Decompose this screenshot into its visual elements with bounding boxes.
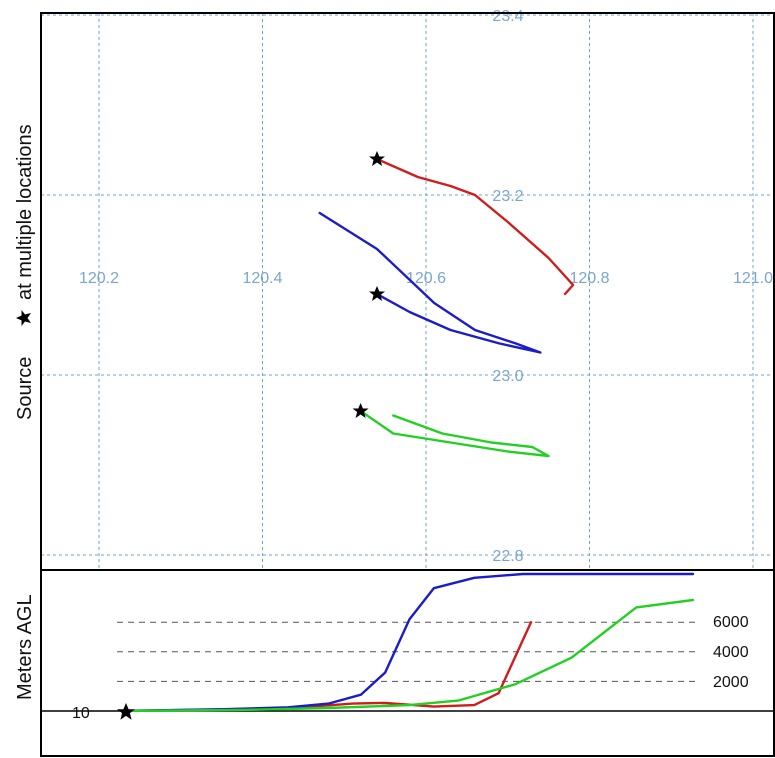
- height-base-label: 10: [72, 705, 90, 722]
- lat-tick-label: 23.2: [492, 188, 523, 205]
- lat-tick-label: 22.8: [492, 548, 523, 565]
- trajectory-line-0: [375, 157, 575, 296]
- source-label-text: Source: [14, 357, 36, 420]
- map-frame: [40, 12, 775, 571]
- height-level-label-2000: 2000: [713, 674, 749, 691]
- map-trajectories: [318, 151, 575, 458]
- height-panel: 10 6000 4000 2000 Meters AGL: [14, 569, 775, 757]
- height-level-label-4000: 4000: [713, 644, 749, 661]
- height-trajectory-line-2: [124, 598, 695, 713]
- height-frame: [40, 569, 775, 757]
- source-star-icon: [352, 403, 369, 418]
- height-ylabel: Meters AGL: [14, 594, 36, 700]
- source-star-icon: [369, 151, 385, 166]
- lon-tick-label: 120.6: [406, 270, 446, 287]
- map-grid: [41, 13, 774, 570]
- height-source-star-icon: [117, 703, 135, 720]
- height-trajectories: [124, 572, 695, 713]
- locations-label-text: at multiple locations: [14, 124, 36, 300]
- star-icon: [16, 310, 31, 326]
- map-panel: 120.2 120.4 120.6 120.8 121.0 23.4 23.2 23.0 22.…: [40, 8, 775, 571]
- lat-tick-label: 23.4: [492, 8, 523, 25]
- lon-tick-label: 120.2: [79, 270, 119, 287]
- lat-tick-label: 23.0: [492, 368, 523, 385]
- source-star-icon: [369, 286, 385, 301]
- trajectory-line-1: [318, 211, 542, 354]
- lon-tick-label: 120.4: [242, 270, 282, 287]
- lon-tick-label: 120.8: [569, 270, 609, 287]
- source-label: Source at multiple locations: [14, 124, 36, 420]
- height-level-label-6000: 6000: [713, 614, 749, 631]
- lon-tick-label: 121.0: [733, 270, 773, 287]
- height-reference-lines: [117, 621, 700, 682]
- trajectory-line-2: [359, 409, 550, 458]
- height-trajectory-line-1: [124, 572, 695, 713]
